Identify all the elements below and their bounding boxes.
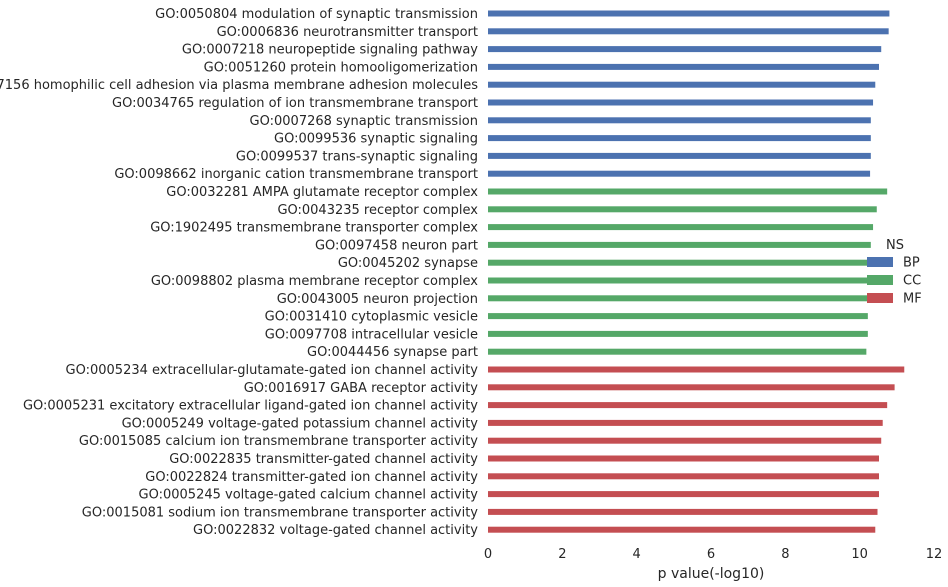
bar-mf: [488, 437, 882, 444]
category-label: GO:0099536 synaptic signaling: [274, 132, 478, 147]
category-label: GO:0097458 neuron part: [315, 238, 478, 253]
legend-label-mf: MF: [903, 292, 922, 307]
category-label: GO:0005249 voltage-gated potassium chann…: [122, 416, 479, 431]
bar-cc: [488, 188, 888, 195]
bar-cc: [488, 224, 874, 231]
bar-bp: [488, 135, 871, 142]
legend-label-cc: CC: [903, 274, 921, 289]
legend: NS BP CC MF: [867, 238, 922, 307]
category-label: GO:0043005 neuron projection: [277, 292, 478, 307]
category-label: GO:0098802 plasma membrane receptor comp…: [151, 274, 478, 289]
category-label: GO:1902495 transmembrane transporter com…: [150, 221, 478, 236]
category-label: GO:0032281 AMPA glutamate receptor compl…: [166, 185, 478, 200]
category-label: GO:0034765 regulation of ion transmembra…: [112, 96, 478, 111]
bar-bp: [488, 81, 876, 88]
x-tick-label: 4: [633, 547, 641, 562]
x-tick-label: 0: [484, 547, 492, 562]
legend-title: NS: [886, 238, 904, 253]
bar-mf: [488, 419, 883, 426]
category-label: GO:0007156 homophilic cell adhesion via …: [0, 78, 478, 93]
bar-mf: [488, 402, 888, 409]
bar-bp: [488, 99, 874, 106]
bar-cc: [488, 277, 870, 284]
bar-bp: [488, 117, 871, 124]
category-label: GO:0022824 transmitter-gated ion channel…: [145, 470, 478, 485]
legend-label-bp: BP: [903, 256, 920, 271]
bar-mf: [488, 366, 905, 373]
bar-bp: [488, 152, 871, 159]
bar-mf: [488, 508, 878, 515]
x-axis-title: p value(-log10): [658, 566, 765, 582]
category-label: GO:0005234 extracellular-glutamate-gated…: [66, 363, 479, 378]
x-axis: 0 2 4 6 8 10 12: [484, 547, 942, 562]
bar-mf: [488, 491, 879, 498]
category-label: GO:0022835 transmitter-gated channel act…: [169, 452, 478, 467]
x-tick-label: 10: [851, 547, 868, 562]
category-label: GO:0015081 sodium ion transmembrane tran…: [82, 505, 478, 520]
bar-mf: [488, 455, 879, 462]
x-tick-label: 2: [558, 547, 566, 562]
category-label: GO:0016917 GABA receptor activity: [244, 381, 479, 396]
category-label: GO:0097708 intracellular vesicle: [265, 327, 478, 342]
legend-swatch-mf: [867, 293, 893, 303]
category-label: GO:0005245 voltage-gated calcium channel…: [139, 488, 479, 503]
category-label: GO:0006836 neurotransmitter transport: [217, 25, 478, 40]
legend-swatch-cc: [867, 275, 893, 285]
category-label: GO:0015085 calcium ion transmembrane tra…: [79, 434, 478, 449]
bar-bp: [488, 170, 871, 177]
bar-cc: [488, 330, 868, 337]
category-label: GO:0007268 synaptic transmission: [250, 114, 478, 129]
bar-bp: [488, 28, 889, 35]
category-label: GO:0051260 protein homooligomerization: [204, 60, 478, 75]
category-label: GO:0044456 synapse part: [307, 345, 478, 360]
bar-cc: [488, 206, 877, 213]
bar-bp: [488, 63, 879, 70]
bar-mf: [488, 473, 879, 480]
category-label: GO:0031410 cytoplasmic vesicle: [265, 310, 478, 325]
category-label: GO:0007218 neuropeptide signaling pathwa…: [182, 43, 478, 58]
category-label: GO:0099537 trans-synaptic signaling: [236, 149, 478, 164]
bar-mf: [488, 384, 895, 391]
bar-cc: [488, 241, 871, 248]
bar-cc: [488, 295, 869, 302]
bar-mf: [488, 526, 876, 533]
category-label: GO:0043235 receptor complex: [277, 203, 478, 218]
category-label: GO:0005231 excitatory extracellular liga…: [23, 399, 478, 414]
category-label: GO:0098662 inorganic cation transmembran…: [114, 167, 478, 182]
category-label: GO:0050804 modulation of synaptic transm…: [155, 7, 478, 22]
x-tick-label: 12: [926, 547, 943, 562]
bar-bp: [488, 46, 882, 53]
x-tick-label: 6: [707, 547, 715, 562]
legend-swatch-bp: [867, 257, 893, 267]
category-labels: GO:0050804 modulation of synaptic transm…: [0, 7, 478, 538]
bar-cc: [488, 313, 868, 320]
category-label: GO:0045202 synapse: [338, 256, 478, 271]
bar-cc: [488, 348, 867, 355]
bars-layer: [488, 10, 905, 533]
category-label: GO:0022832 voltage-gated channel activit…: [193, 523, 478, 538]
bar-bp: [488, 10, 890, 17]
bar-cc: [488, 259, 871, 266]
x-tick-label: 8: [781, 547, 789, 562]
